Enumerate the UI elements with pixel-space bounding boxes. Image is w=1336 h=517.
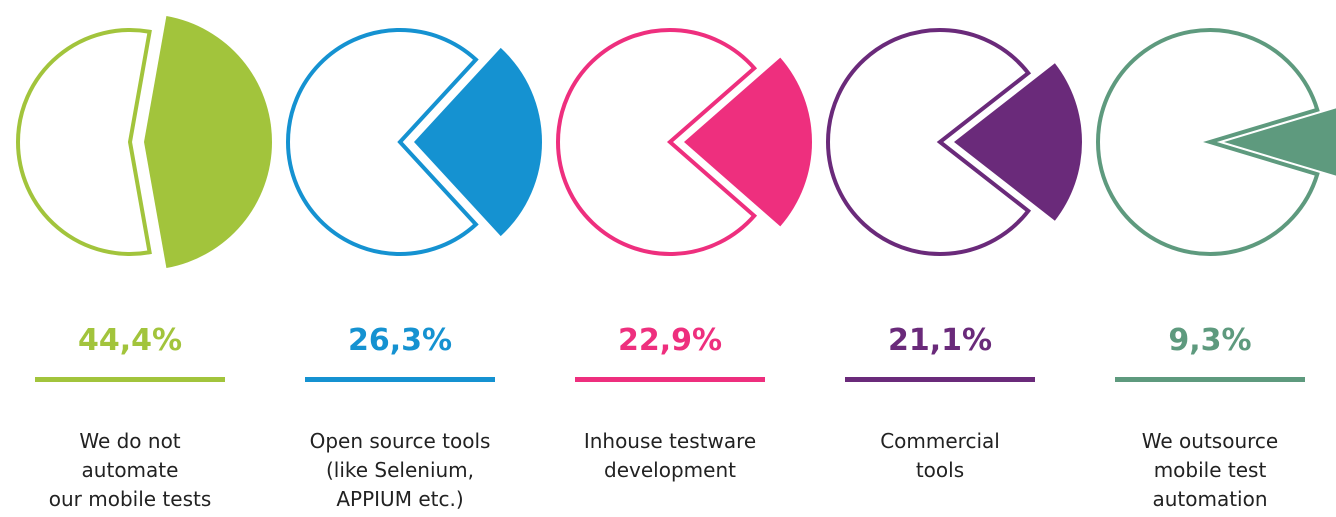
label-line: tools [916,458,964,482]
category-label: Inhouse testware development [584,429,756,482]
divider [575,377,765,382]
value-label: 26,3% [348,323,452,358]
label-line: development [604,458,736,482]
divider [845,377,1035,382]
label-line: Inhouse testware [584,429,756,453]
divider [305,377,495,382]
pie-rest [556,28,758,256]
pie-rest [1096,28,1320,256]
category-label: Commercial tools [880,429,1000,482]
label-line: our mobile tests [49,487,212,511]
pie-slice [1224,108,1336,176]
label-line: We outsource [1142,429,1278,453]
label-line: APPIUM etc.) [336,487,463,511]
label-line: automate [82,458,179,482]
pie-rest [16,28,152,256]
label-line: mobile test [1154,458,1267,482]
value-label: 22,9% [618,323,722,358]
label-line: We do not [79,429,180,453]
pie-slice [414,47,542,237]
category-label: We outsource mobile test automation [1142,429,1278,511]
divider [1115,377,1305,382]
pie-slice [954,63,1082,221]
label-line: (like Selenium, [326,458,474,482]
label-line: Commercial [880,429,1000,453]
value-label: 44,4% [78,323,182,358]
label-line: Open source tools [310,429,491,453]
category-label: Open source tools (like Selenium, APPIUM e… [310,429,491,511]
pie-rest [286,28,479,256]
value-label: 9,3% [1168,323,1251,358]
pie-slice [684,57,813,227]
pie-slice [144,15,272,269]
divider [35,377,225,382]
category-label: We do not automate our mobile tests [49,429,212,511]
pie-rest [826,28,1032,256]
value-label: 21,1% [888,323,992,358]
label-line: automation [1152,487,1267,511]
